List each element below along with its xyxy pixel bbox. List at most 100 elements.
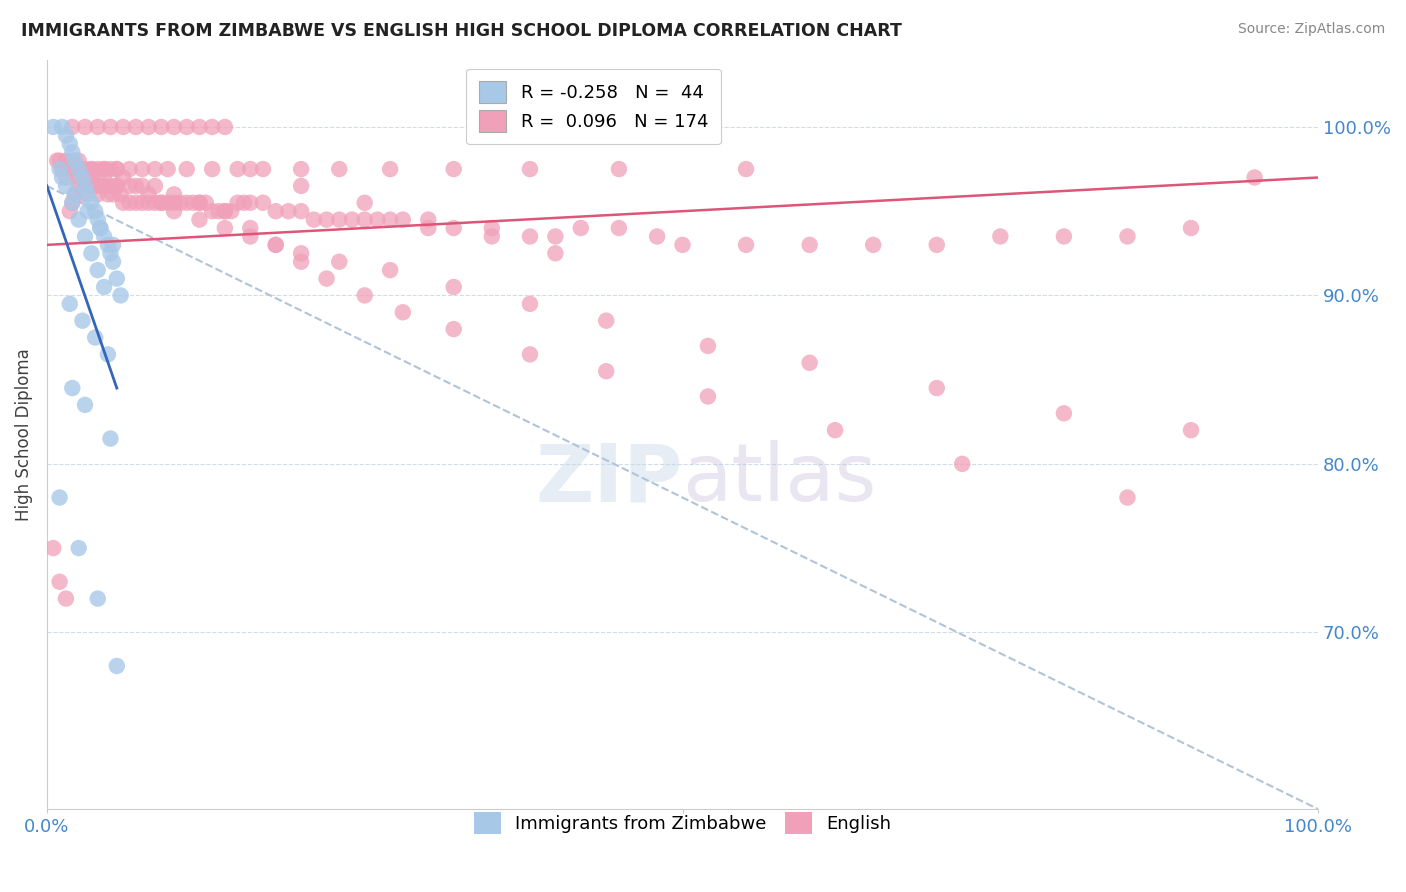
Point (105, 162, 128, 177)
Point (67, 162, 90, 177)
Point (264, 204, 287, 219)
Point (97, 187, 120, 202)
Point (988, 229, 1011, 244)
Point (89, 221, 111, 235)
Point (42, 120, 65, 134)
Point (110, 187, 132, 202)
Point (100, 162, 122, 177)
Point (80, 170, 103, 185)
Point (89, 221, 111, 235)
Point (315, 212, 337, 227)
Point (80, 195, 103, 210)
Point (84, 178, 107, 193)
Point (214, 204, 236, 219)
Point (163, 187, 186, 202)
Point (67, 212, 90, 227)
Point (73, 398, 96, 412)
Point (1243, 170, 1265, 185)
Point (239, 162, 262, 177)
Point (93, 229, 115, 244)
Point (181, 195, 204, 210)
Point (105, 178, 128, 193)
Point (87, 120, 110, 134)
Point (290, 178, 312, 193)
Point (392, 212, 415, 227)
Point (697, 339, 720, 353)
Point (481, 221, 503, 235)
Point (862, 238, 884, 252)
Point (73, 178, 96, 193)
Point (105, 178, 128, 193)
Point (55, 591, 77, 606)
Point (80, 170, 103, 185)
Point (418, 212, 440, 227)
Point (63, 153, 86, 168)
Point (328, 212, 350, 227)
Point (290, 246, 312, 260)
Point (607, 221, 630, 235)
Point (950, 457, 973, 471)
Point (239, 221, 262, 235)
Point (42, 541, 65, 555)
Point (176, 162, 198, 177)
Point (125, 178, 148, 193)
Point (93, 280, 115, 294)
Point (735, 162, 758, 177)
Point (328, 162, 350, 177)
Point (353, 288, 375, 302)
Point (232, 195, 254, 210)
Point (443, 162, 465, 177)
Point (72, 187, 94, 202)
Point (519, 229, 541, 244)
Point (353, 212, 375, 227)
Point (48, 574, 70, 589)
Point (125, 120, 148, 134)
Point (67, 153, 90, 168)
Point (671, 238, 693, 252)
Legend: Immigrants from Zimbabwe, English: Immigrants from Zimbabwe, English (463, 801, 903, 845)
Point (201, 162, 224, 177)
Point (443, 221, 465, 235)
Point (1116, 229, 1139, 244)
Point (519, 347, 541, 361)
Point (239, 229, 262, 244)
Point (176, 195, 198, 210)
Point (101, 187, 124, 202)
Point (188, 195, 211, 210)
Point (76, 178, 98, 193)
Point (378, 162, 401, 177)
Point (60, 153, 83, 168)
Text: atlas: atlas (682, 441, 877, 518)
Point (60, 195, 83, 210)
Point (607, 162, 630, 177)
Point (110, 288, 132, 302)
Point (60, 381, 83, 395)
Point (799, 356, 821, 370)
Point (378, 263, 401, 277)
Point (55, 128, 77, 143)
Point (824, 423, 846, 437)
Point (100, 178, 122, 193)
Point (51, 162, 73, 177)
Point (188, 195, 211, 210)
Point (138, 120, 160, 134)
Point (264, 238, 287, 252)
Point (97, 347, 120, 361)
Point (60, 145, 83, 160)
Point (59, 204, 82, 219)
Point (481, 229, 503, 244)
Point (73, 120, 96, 134)
Point (315, 271, 337, 285)
Point (418, 221, 440, 235)
Point (1180, 221, 1202, 235)
Point (163, 195, 186, 210)
Point (100, 120, 122, 134)
Point (51, 170, 73, 185)
Point (118, 195, 141, 210)
Point (1053, 406, 1076, 420)
Point (87, 591, 110, 606)
Point (595, 364, 617, 378)
Point (366, 212, 388, 227)
Point (93, 162, 115, 177)
Point (93, 178, 115, 193)
